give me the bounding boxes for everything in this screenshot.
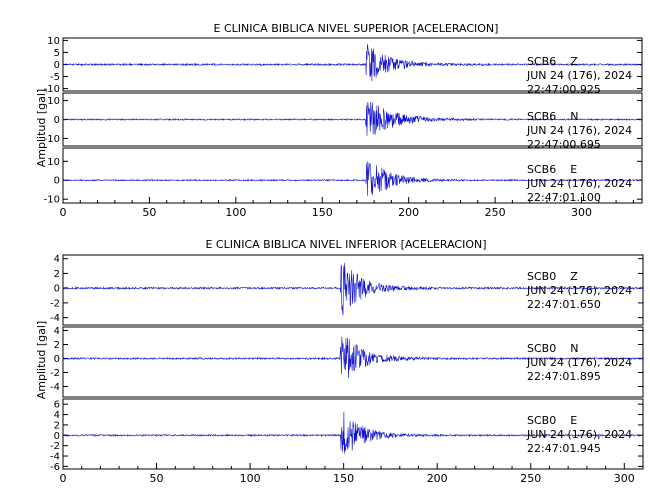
- x-tick-label: 300: [571, 206, 592, 219]
- waveform-trace: [62, 161, 643, 196]
- y-axis-label-superior: Amplitud [gal]: [35, 89, 48, 167]
- station-label: SCB0 E: [527, 414, 577, 427]
- x-tick-label: 250: [520, 472, 541, 485]
- waveform-trace: [62, 336, 644, 379]
- station-label: SCB0 N: [527, 342, 578, 355]
- y-tick-label: 0: [54, 284, 60, 295]
- y-tick-label: 10: [47, 157, 60, 168]
- x-tick-label: 0: [60, 206, 67, 219]
- y-tick-label: 4: [54, 254, 60, 265]
- y-tick-label: 4: [54, 326, 60, 337]
- panel-frame: [62, 147, 643, 204]
- station-label: SCB0 Z: [527, 270, 578, 283]
- y-tick-label: 2: [54, 420, 60, 431]
- panel-frame: [62, 254, 644, 326]
- y-tick-label: 2: [54, 269, 60, 280]
- waveform-trace: [62, 44, 643, 82]
- time-label: 22:47:00.695: [527, 138, 601, 151]
- waveform-trace: [62, 411, 644, 454]
- station-label: SCB6 E: [527, 163, 577, 176]
- date-label: JUN 24 (176), 2024: [526, 124, 632, 137]
- panel-scb6-e: 10 0 -10 SCB6 E JUN 24 (176), 2024 22:47:01…: [44, 147, 643, 206]
- x-axis-superior: 0 50 100 150 200 250 300: [60, 197, 634, 219]
- y-tick-label: 2: [54, 340, 60, 351]
- y-tick-label: 4: [54, 410, 60, 421]
- x-tick-label: 100: [225, 206, 246, 219]
- x-tick-label: 300: [614, 472, 635, 485]
- station-label: SCB6 N: [527, 110, 578, 123]
- panel-frame: [62, 398, 644, 470]
- y-tick-label: -10: [44, 195, 60, 206]
- y-tick-label: 5: [54, 48, 60, 59]
- x-tick-label: 150: [312, 206, 333, 219]
- x-tick-label: 0: [60, 472, 67, 485]
- y-tick-label: -6: [50, 462, 60, 473]
- date-label: JUN 24 (176), 2024: [526, 284, 632, 297]
- y-tick-label: -2: [50, 368, 60, 379]
- time-label: 22:47:01.650: [527, 298, 601, 311]
- x-tick-label: 200: [427, 472, 448, 485]
- y-tick-label: 0: [54, 176, 60, 187]
- y-tick-label: -10: [44, 84, 60, 95]
- y-tick-label: 10: [47, 36, 60, 47]
- y-tick-label: 0: [54, 115, 60, 126]
- date-label: JUN 24 (176), 2024: [526, 177, 632, 190]
- x-tick-label: 250: [485, 206, 506, 219]
- date-label: JUN 24 (176), 2024: [526, 428, 632, 441]
- x-tick-label: 50: [150, 472, 164, 485]
- x-tick-label: 200: [398, 206, 419, 219]
- chart-title-inferior: E CLINICA BIBLICA NIVEL INFERIOR [ACELER…: [205, 238, 486, 251]
- y-tick-label: -4: [50, 313, 60, 324]
- y-tick-label: -5: [50, 72, 60, 83]
- time-label: 22:47:01.100: [527, 191, 601, 204]
- x-tick-label: 150: [333, 472, 354, 485]
- date-label: JUN 24 (176), 2024: [526, 356, 632, 369]
- y-tick-label: 0: [54, 431, 60, 442]
- y-tick-label: -2: [50, 441, 60, 452]
- y-tick-label: -4: [50, 452, 60, 463]
- x-axis-inferior: 0 50 100 150 200 250 300: [60, 463, 644, 485]
- x-tick-label: 50: [142, 206, 156, 219]
- y-tick-label: 0: [54, 354, 60, 365]
- y-tick-label: -2: [50, 298, 60, 309]
- y-tick-label: -4: [50, 382, 60, 393]
- panel-frame: [62, 326, 644, 398]
- y-tick-label: -10: [44, 134, 60, 145]
- chart-inferior: E CLINICA BIBLICA NIVEL INFERIOR [ACELER…: [35, 238, 644, 485]
- station-label: SCB6 Z: [527, 55, 578, 68]
- y-tick-label: 10: [47, 96, 60, 107]
- y-axis-label-inferior: Amplitud [gal]: [35, 321, 48, 399]
- waveform-trace: [62, 101, 643, 136]
- panel-scb0-z: 4 2 0 -2 -4 SCB0 Z JUN 24 (176), 2024 22:47:0…: [50, 254, 644, 326]
- chart-superior: E CLINICA BIBLICA NIVEL SUPERIOR [ACELER…: [35, 22, 643, 219]
- time-label: 22:47:01.895: [527, 370, 601, 383]
- y-tick-label: 0: [54, 60, 60, 71]
- waveform-trace: [62, 262, 644, 316]
- panel-scb0-n: 4 2 0 -2 -4 SCB0 N JUN 24 (176), 2024 22:47:0…: [50, 326, 644, 398]
- x-tick-label: 100: [240, 472, 261, 485]
- chart-title-superior: E CLINICA BIBLICA NIVEL SUPERIOR [ACELER…: [214, 22, 499, 35]
- date-label: JUN 24 (176), 2024: [526, 69, 632, 82]
- time-label: 22:47:01.945: [527, 442, 601, 455]
- y-tick-label: 6: [54, 400, 60, 411]
- time-label: 22:47:00.925: [527, 83, 601, 96]
